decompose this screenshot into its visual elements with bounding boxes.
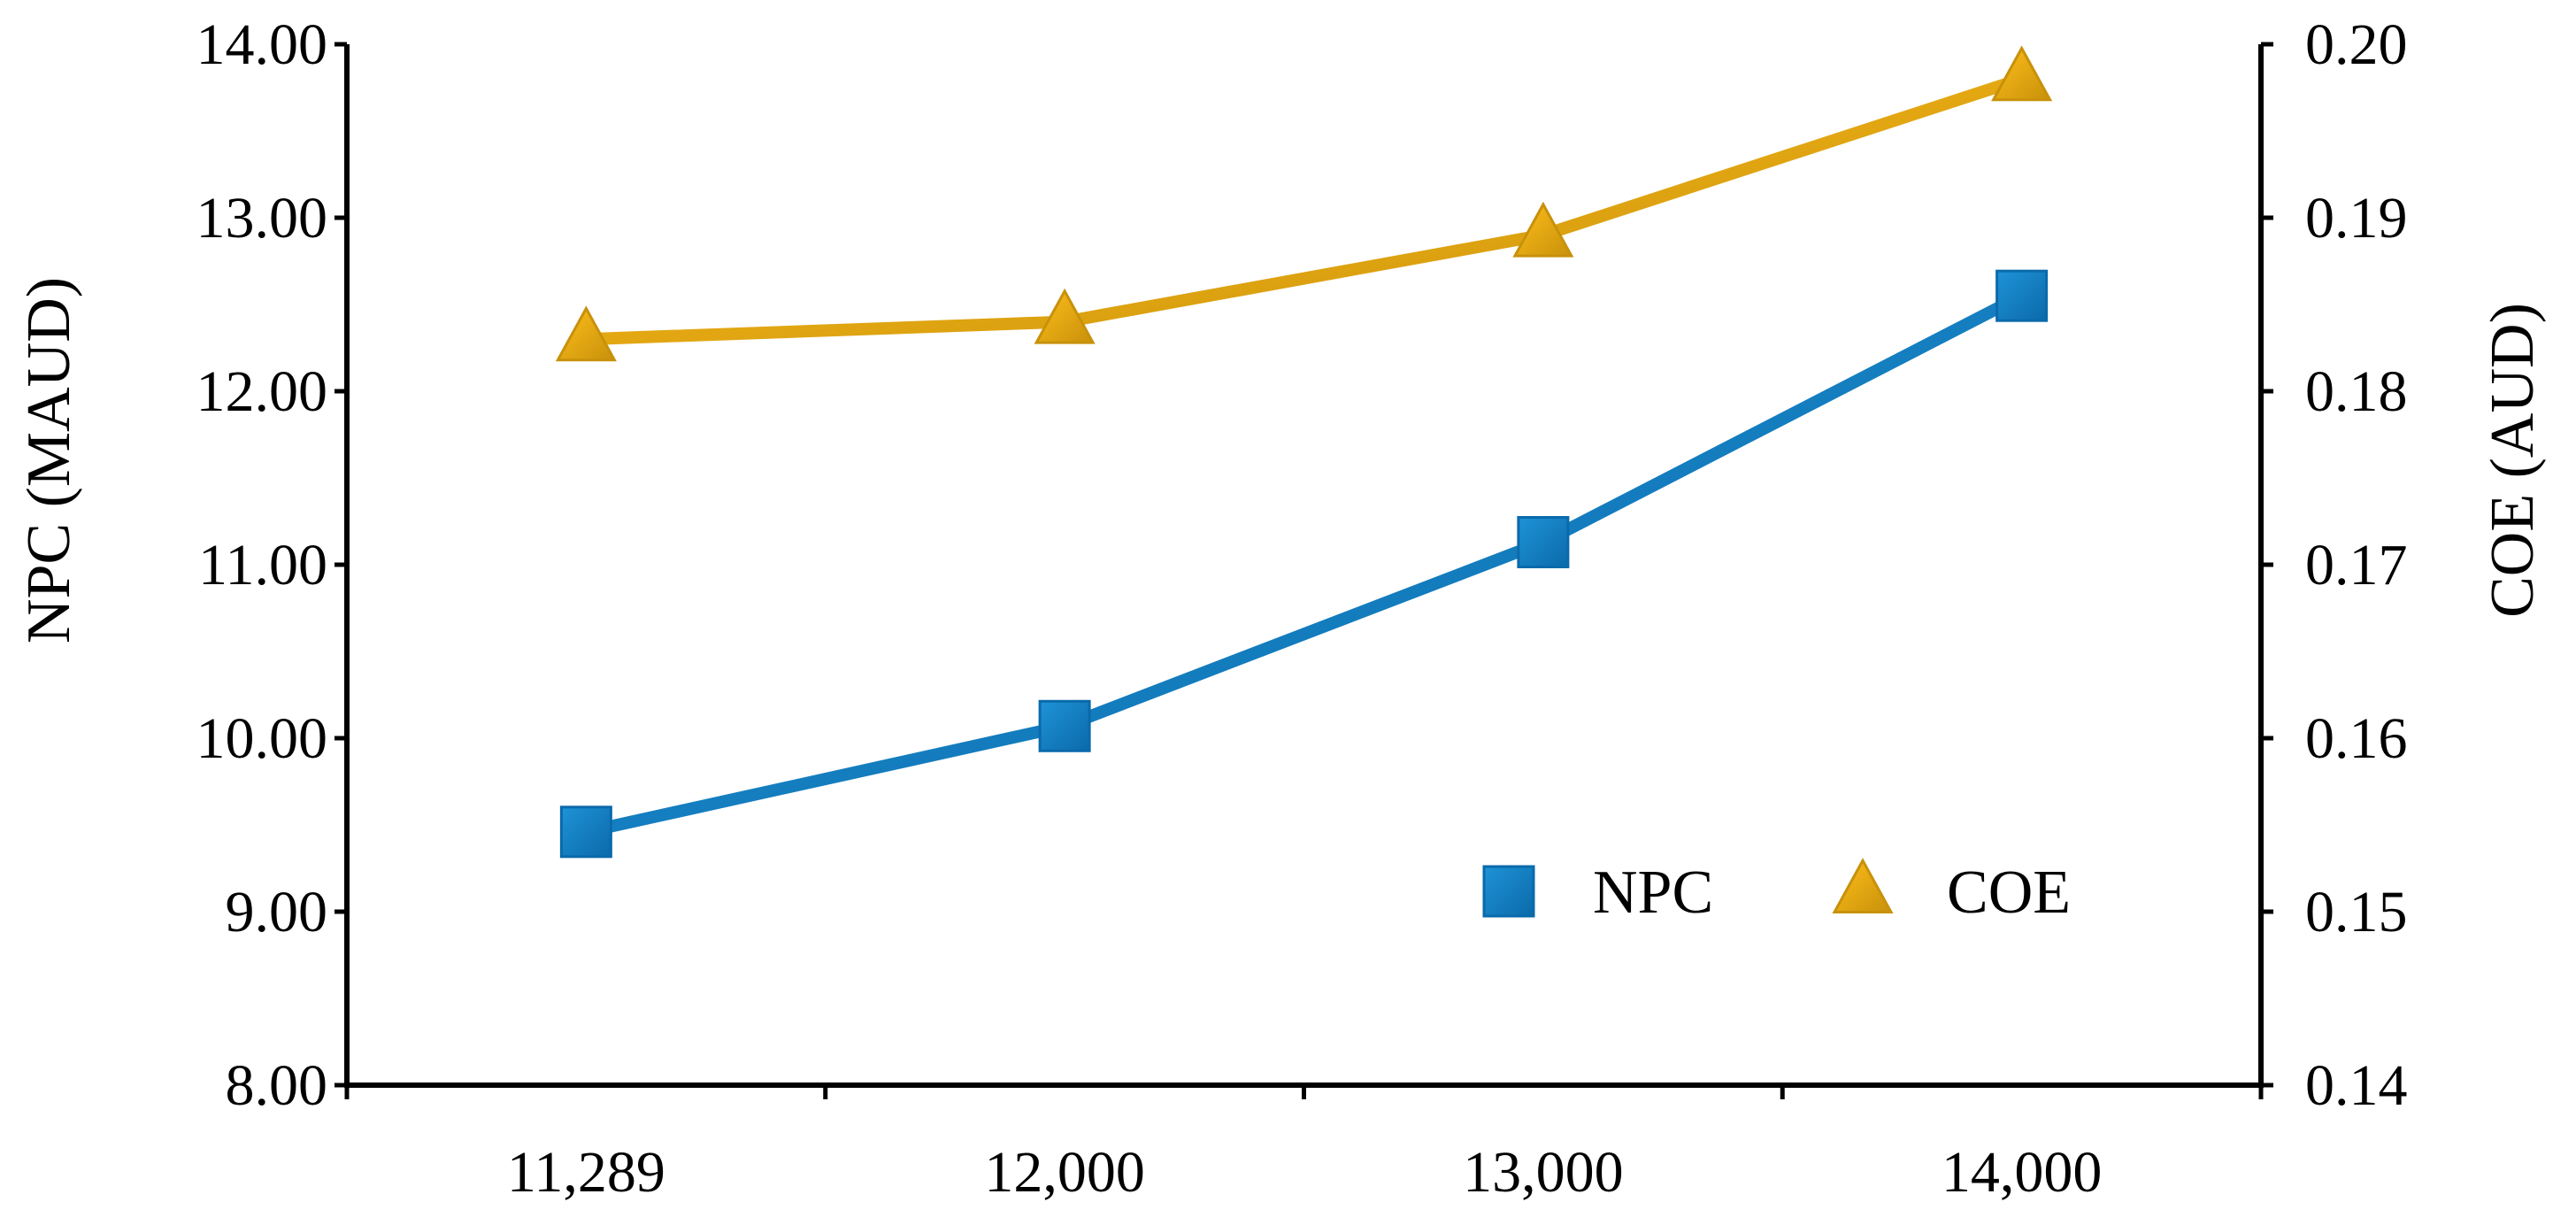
x-tick-label: 13,000 [1463,1140,1624,1205]
coe-point [1991,45,2053,102]
coe-point [1034,288,1096,344]
left-axis-title: NPC (MAUD) [15,277,83,643]
legend-coe-marker [1832,858,1894,914]
right-tick-label: 0.15 [2305,880,2408,944]
left-tick-label: 9.00 [226,880,328,944]
coe-point [1512,201,1574,258]
right-tick-label: 0.20 [2305,12,2408,77]
left-tick-label: 13.00 [196,186,328,250]
legend-coe-label: COE [1947,859,2071,927]
x-tick-label: 11,289 [507,1140,665,1205]
right-tick-label: 0.16 [2305,706,2408,771]
npc-point [559,805,612,859]
npc-point [1038,699,1091,752]
right-tick-label: 0.19 [2305,186,2408,250]
left-tick-label: 10.00 [196,706,328,771]
left-tick-label: 12.00 [196,359,328,424]
left-axis-ticks: 8.00 9.00 10.00 11.00 12.00 13.00 14.00 [196,12,347,1118]
legend: NPC COE [1427,858,2071,927]
legend-npc-marker [1482,865,1535,918]
left-tick-label: 14.00 [196,12,328,77]
legend-npc-label: NPC [1593,859,1713,927]
npc-point [1995,269,2049,322]
right-tick-label: 0.14 [2305,1053,2408,1118]
x-tick-label: 12,000 [984,1140,1145,1205]
right-tick-label: 0.18 [2305,359,2408,424]
left-tick-label: 8.00 [226,1053,328,1118]
x-tick-label: 14,000 [1942,1140,2103,1205]
x-axis-ticks: 11,289 12,000 13,000 14,000 [344,1085,2264,1205]
series-layer [555,45,2053,859]
plot-frame [344,44,2264,1088]
coe-series [555,45,2053,362]
npc-line [580,289,2028,838]
right-axis-ticks: 0.14 0.15 0.16 0.17 0.18 0.19 0.20 [2261,12,2408,1118]
right-tick-label: 0.17 [2305,533,2408,597]
coe-line [580,73,2028,346]
coe-point [555,305,617,362]
npc-point [1517,516,1570,569]
left-tick-label: 11.00 [198,533,327,597]
right-axis-title: COE (AUD) [2479,303,2547,618]
npc-series [559,269,2049,859]
